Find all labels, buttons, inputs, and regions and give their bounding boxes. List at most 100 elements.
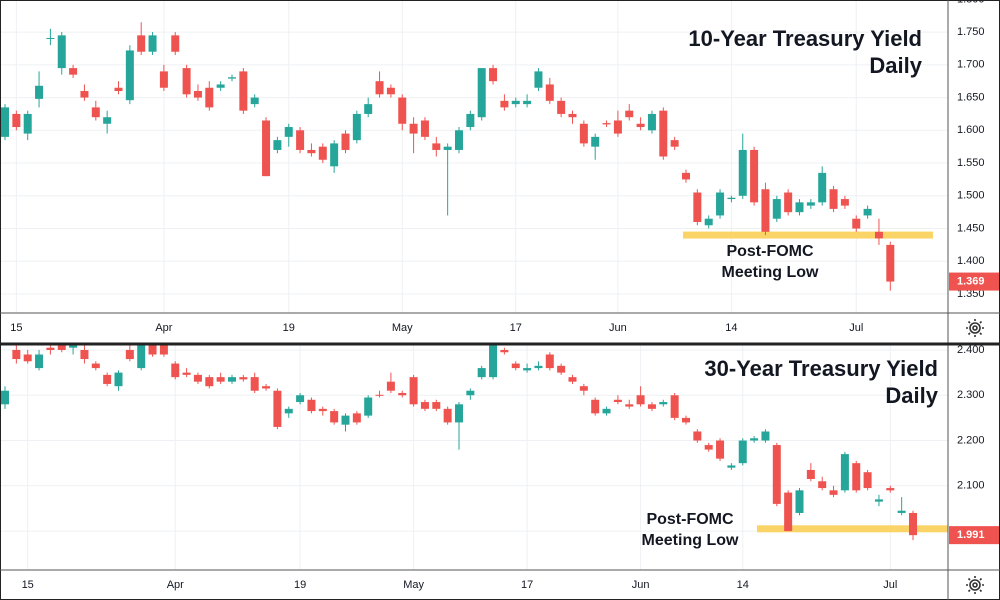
x-tick-label: 17 bbox=[521, 579, 533, 591]
candle-body bbox=[171, 35, 180, 52]
candle-body bbox=[432, 143, 441, 150]
candle-body bbox=[795, 490, 804, 513]
candle-body bbox=[364, 104, 373, 114]
candle-body bbox=[545, 84, 554, 101]
settings-icon[interactable] bbox=[966, 319, 984, 337]
candle-body bbox=[909, 512, 917, 536]
candle-body bbox=[239, 377, 248, 380]
candle-body bbox=[46, 37, 55, 39]
candle-body bbox=[602, 408, 611, 414]
candle-body bbox=[477, 68, 486, 118]
candle-body bbox=[591, 399, 600, 414]
candle-body bbox=[432, 402, 441, 409]
x-tick-label: Jul bbox=[883, 579, 897, 591]
candle-body bbox=[784, 192, 793, 213]
candle-body bbox=[545, 354, 554, 369]
candle-body bbox=[874, 499, 883, 502]
candle-body bbox=[466, 113, 475, 128]
last-price-box bbox=[949, 526, 999, 545]
candle-body bbox=[670, 395, 679, 418]
candle-body bbox=[398, 97, 407, 124]
candle-body bbox=[727, 465, 736, 468]
support-band bbox=[683, 231, 933, 239]
candle-body bbox=[477, 368, 486, 378]
candle-body bbox=[125, 349, 134, 360]
candle-body bbox=[659, 402, 668, 405]
candle-body bbox=[398, 392, 407, 396]
last-price-box bbox=[949, 272, 999, 291]
candle-body bbox=[568, 377, 577, 382]
candle-body bbox=[341, 133, 350, 150]
candle-body bbox=[784, 492, 793, 532]
annotation: Post-FOMC bbox=[646, 511, 734, 528]
candle-body bbox=[148, 35, 157, 52]
candle-body bbox=[670, 140, 679, 147]
candle-body bbox=[409, 377, 418, 405]
candle-body bbox=[182, 68, 191, 95]
candle-body bbox=[137, 345, 146, 369]
candle-body bbox=[318, 146, 327, 160]
candle-body bbox=[466, 390, 475, 396]
candle-body bbox=[840, 454, 849, 491]
annotation: Post-FOMC bbox=[726, 243, 814, 260]
candle-body bbox=[647, 113, 656, 131]
candle-body bbox=[35, 354, 44, 369]
candle-body bbox=[897, 510, 906, 513]
candle-body bbox=[375, 394, 384, 396]
x-tick-label: 17 bbox=[510, 322, 522, 334]
candle-body bbox=[738, 149, 747, 196]
candle-body bbox=[273, 390, 282, 427]
chart-title: 10-Year Treasury Yield bbox=[688, 26, 922, 51]
candle-body bbox=[296, 130, 305, 150]
candles bbox=[1, 345, 917, 541]
candle-body bbox=[772, 445, 781, 504]
y-tick-label: 1.450 bbox=[957, 222, 985, 234]
candle-body bbox=[489, 345, 498, 378]
x-tick-label: 15 bbox=[22, 579, 34, 591]
candle-body bbox=[193, 91, 202, 98]
y-tick-label: 2.400 bbox=[957, 344, 985, 356]
candle-body bbox=[534, 365, 543, 369]
grid bbox=[0, 0, 948, 313]
candle-body bbox=[523, 100, 532, 105]
candle-body bbox=[137, 35, 146, 52]
y-tick-label: 2.200 bbox=[957, 434, 985, 446]
x-tick-label: Jul bbox=[849, 322, 863, 334]
x-tick-label: Apr bbox=[167, 579, 184, 591]
candle-body bbox=[602, 123, 611, 125]
candle-body bbox=[352, 413, 361, 423]
candle-body bbox=[103, 117, 112, 124]
candle-body bbox=[171, 363, 180, 378]
candle-body bbox=[182, 372, 191, 375]
candle-body bbox=[148, 345, 157, 355]
candle-body bbox=[863, 208, 872, 216]
candle-body bbox=[750, 438, 759, 441]
candle-body bbox=[455, 130, 463, 150]
candle-body bbox=[114, 372, 123, 387]
chart-title: 30-Year Treasury Yield bbox=[704, 356, 938, 381]
candle-body bbox=[818, 172, 827, 203]
candle-body bbox=[23, 113, 32, 134]
candle-body bbox=[216, 84, 225, 88]
candle-body bbox=[262, 120, 271, 177]
y-tick-label: 2.300 bbox=[957, 389, 985, 401]
candle-body bbox=[772, 199, 781, 219]
y-tick-label: 1.700 bbox=[957, 59, 985, 71]
candle-body bbox=[262, 386, 271, 389]
candle-body bbox=[704, 218, 713, 226]
candle-body bbox=[57, 345, 66, 350]
candle-body bbox=[69, 345, 78, 348]
settings-icon[interactable] bbox=[966, 576, 984, 594]
candle-body bbox=[716, 192, 725, 216]
candle-body bbox=[863, 472, 872, 489]
x-tick-label: Apr bbox=[155, 322, 172, 334]
candle-body bbox=[91, 363, 100, 369]
candle-body bbox=[557, 365, 566, 373]
candle-body bbox=[806, 202, 815, 206]
candle-body bbox=[239, 71, 248, 111]
candle-body bbox=[795, 202, 804, 213]
x-tick-label: 19 bbox=[294, 579, 306, 591]
x-tick-label: May bbox=[392, 322, 413, 334]
candle-body bbox=[500, 100, 509, 108]
